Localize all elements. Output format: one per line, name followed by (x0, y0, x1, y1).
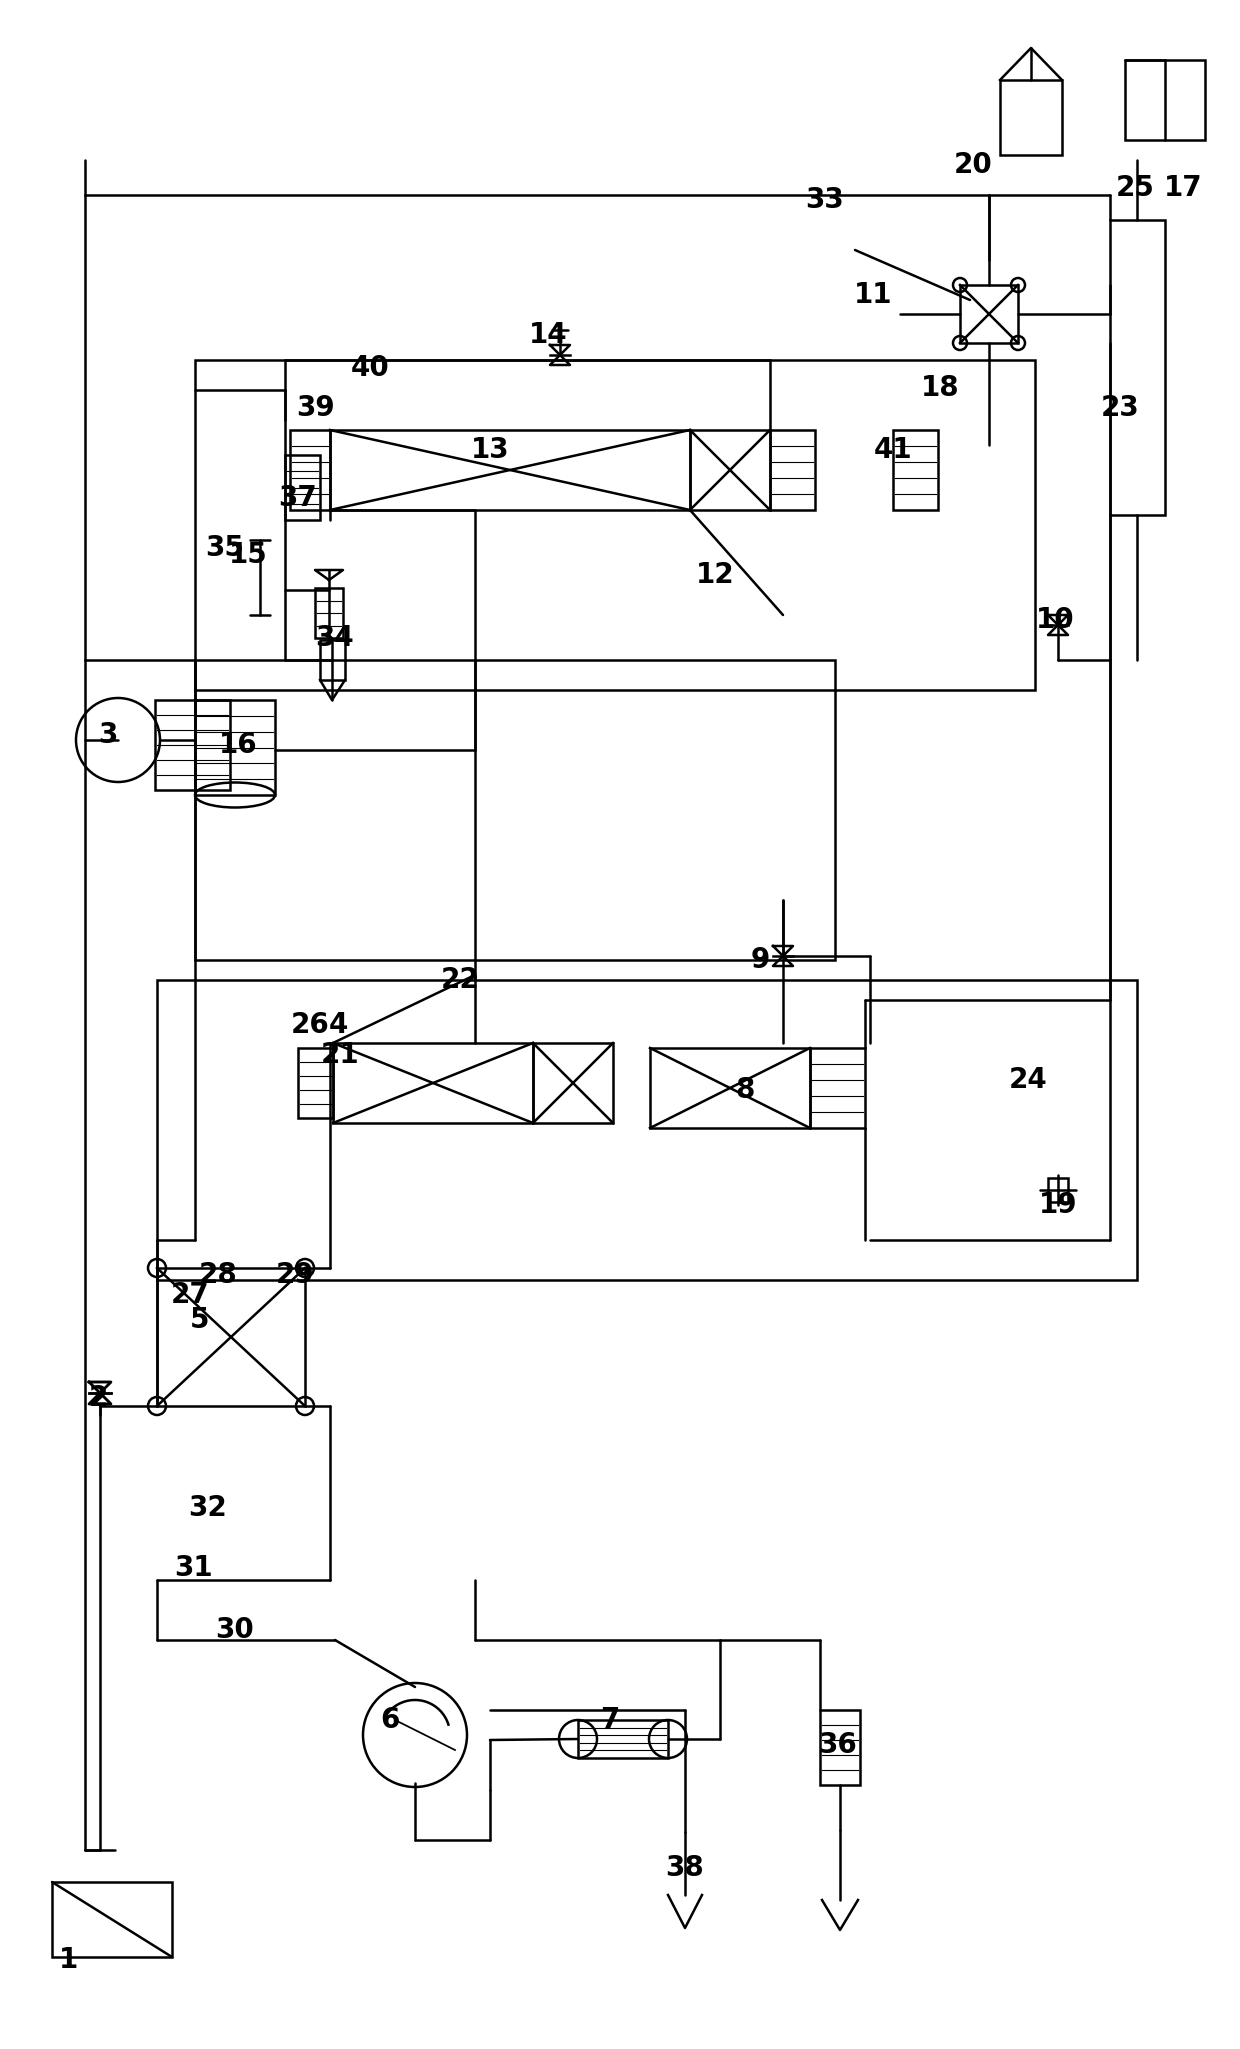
Bar (195, 361, 1035, 691)
Text: 23: 23 (1101, 393, 1140, 422)
Text: 24: 24 (1008, 1065, 1048, 1094)
Text: 38: 38 (666, 1854, 704, 1881)
Bar (960, 285, 1018, 342)
Bar (1048, 1178, 1068, 1203)
Text: 3: 3 (98, 721, 118, 750)
Text: 34: 34 (316, 625, 355, 652)
Bar (1125, 59, 1205, 139)
Bar (999, 80, 1061, 156)
Bar (1110, 219, 1166, 514)
Text: 6: 6 (381, 1707, 399, 1733)
Text: 36: 36 (818, 1731, 857, 1758)
Bar (52, 1881, 172, 1957)
Text: 31: 31 (174, 1553, 212, 1582)
Bar (315, 588, 343, 637)
Bar (810, 1047, 866, 1129)
Text: 27: 27 (171, 1281, 210, 1309)
Text: 14: 14 (528, 322, 568, 348)
Text: 25: 25 (1116, 174, 1154, 203)
Text: 21: 21 (321, 1041, 360, 1070)
Text: 2: 2 (88, 1383, 108, 1412)
Text: 32: 32 (188, 1494, 227, 1522)
Text: 8: 8 (735, 1076, 755, 1104)
Bar (330, 430, 689, 510)
Bar (334, 1043, 533, 1123)
Text: 30: 30 (216, 1617, 254, 1643)
Text: 17: 17 (1163, 174, 1203, 203)
Bar (578, 1719, 668, 1758)
Text: 18: 18 (920, 375, 960, 402)
Text: 40: 40 (351, 354, 389, 381)
Text: 37: 37 (279, 484, 317, 512)
Text: 19: 19 (1039, 1190, 1078, 1219)
Text: 35: 35 (206, 535, 244, 561)
Text: 20: 20 (954, 152, 992, 178)
Text: 16: 16 (218, 731, 258, 758)
Text: 39: 39 (295, 393, 335, 422)
Bar (770, 430, 815, 510)
Bar (533, 1043, 613, 1123)
Bar (155, 701, 229, 791)
Text: 9: 9 (750, 947, 770, 973)
Text: 1: 1 (58, 1947, 78, 1973)
Bar (195, 701, 275, 795)
Text: 11: 11 (854, 281, 893, 309)
Text: 15: 15 (228, 541, 268, 570)
Text: 29: 29 (275, 1260, 314, 1289)
Text: 10: 10 (1035, 607, 1074, 633)
Bar (195, 660, 835, 961)
Bar (320, 639, 345, 680)
Bar (820, 1711, 861, 1785)
Text: 41: 41 (874, 436, 913, 463)
Bar (290, 430, 330, 510)
Text: 4: 4 (329, 1010, 347, 1039)
Text: 13: 13 (471, 436, 510, 463)
Text: 33: 33 (806, 186, 844, 213)
Bar (298, 1047, 334, 1119)
Text: 5: 5 (190, 1305, 210, 1334)
Bar (285, 455, 320, 520)
Bar (157, 1268, 305, 1406)
Bar (157, 979, 1137, 1281)
Text: 7: 7 (600, 1707, 620, 1733)
Bar (893, 430, 937, 510)
Bar (650, 1047, 810, 1129)
Text: 26: 26 (290, 1010, 330, 1039)
Text: 12: 12 (696, 561, 734, 588)
Bar (689, 430, 770, 510)
Text: 28: 28 (198, 1260, 237, 1289)
Text: 22: 22 (440, 965, 480, 994)
